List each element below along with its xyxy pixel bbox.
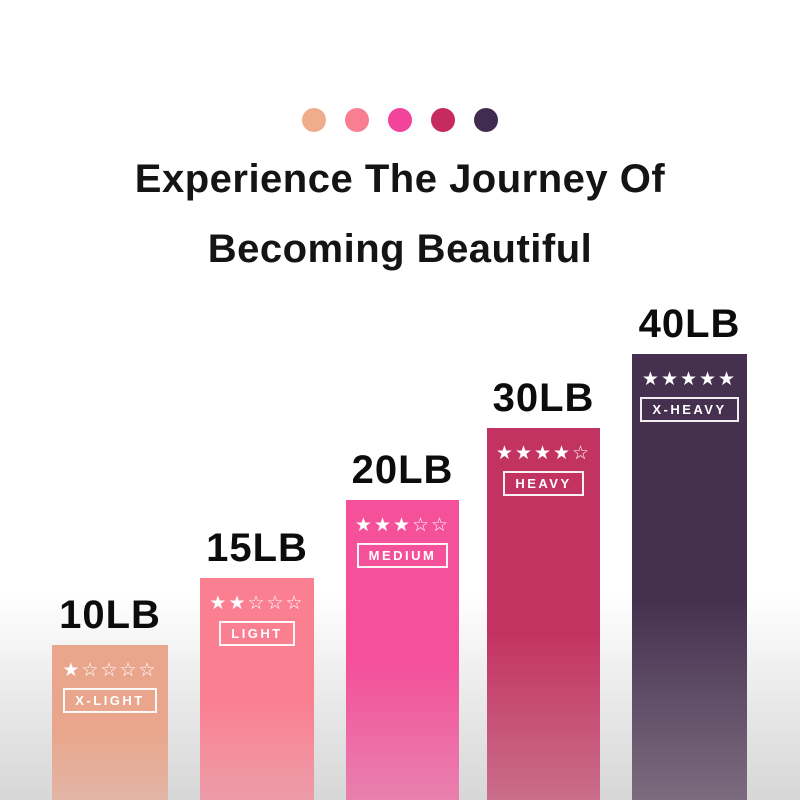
weight-label: 15LB <box>206 526 308 570</box>
weight-label: 20LB <box>351 448 454 492</box>
weight-label: 30LB <box>492 376 595 420</box>
palette-dot-x-heavy <box>474 108 498 132</box>
palette-dot-heavy <box>431 108 455 132</box>
star-rating: ★★★☆☆ <box>354 514 451 536</box>
star-rating: ★★☆☆☆ <box>209 592 305 614</box>
bar-20lb: ★★★☆☆ MEDIUM <box>346 500 459 800</box>
page-title-line-2: Becoming Beautiful <box>207 227 593 271</box>
bar-group-15lb: 15LB ★★☆☆☆ LIGHT <box>200 528 314 800</box>
bar-40lb: ★★★★★ X-HEAVY <box>632 354 747 800</box>
star-rating: ★☆☆☆☆ <box>62 659 158 681</box>
star-rating: ★★★★★ <box>641 368 738 390</box>
bar-group-40lb: 40LB ★★★★★ X-HEAVY <box>632 304 747 800</box>
palette-dots-row <box>0 108 800 132</box>
weight-label: 40LB <box>638 302 741 346</box>
palette-dot-light <box>345 108 369 132</box>
level-badge: LIGHT <box>219 621 295 646</box>
bar-group-10lb: 10LB ★☆☆☆☆ X-LIGHT <box>52 595 168 800</box>
bar-30lb: ★★★★☆ HEAVY <box>487 428 600 800</box>
page-title: Experience The Journey Of Becoming Beaut… <box>0 144 800 284</box>
level-badge: MEDIUM <box>356 543 449 568</box>
star-rating: ★★★★☆ <box>495 442 592 464</box>
level-badge: X-HEAVY <box>640 397 739 422</box>
weight-label: 10LB <box>59 593 161 637</box>
palette-dot-medium <box>388 108 412 132</box>
level-badge: X-LIGHT <box>63 688 157 713</box>
page-title-line-1: Experience The Journey Of <box>134 157 666 201</box>
level-badge: HEAVY <box>503 471 584 496</box>
bar-15lb: ★★☆☆☆ LIGHT <box>200 578 314 800</box>
bar-group-20lb: 20LB ★★★☆☆ MEDIUM <box>346 450 459 800</box>
bar-10lb: ★☆☆☆☆ X-LIGHT <box>52 645 168 800</box>
palette-dot-x-light <box>302 108 326 132</box>
bar-group-30lb: 30LB ★★★★☆ HEAVY <box>487 378 600 800</box>
